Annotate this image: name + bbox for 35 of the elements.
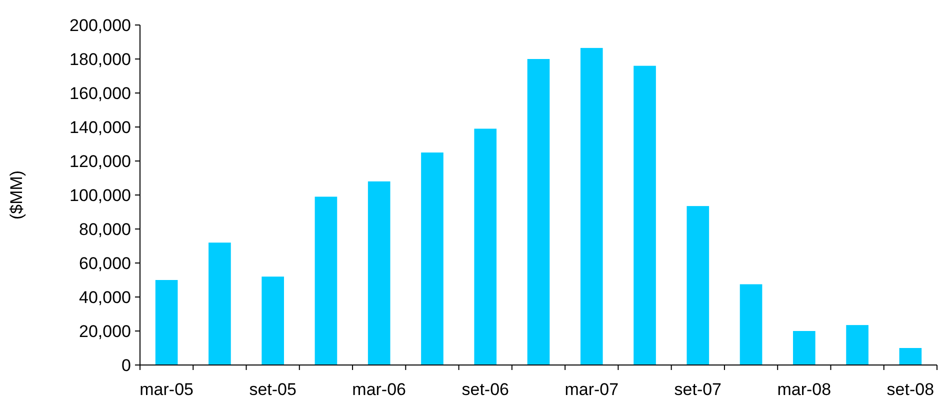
- y-tick-label: 200,000: [70, 16, 131, 35]
- bar: [740, 284, 762, 365]
- y-tick-label: 0: [122, 356, 131, 375]
- x-tick-label: mar-07: [564, 380, 619, 399]
- x-tick-label: set-07: [674, 380, 722, 399]
- y-tick-label: 120,000: [70, 152, 131, 171]
- y-tick-label: 100,000: [70, 186, 131, 205]
- bar: [314, 196, 338, 365]
- x-tick-label: mar-05: [140, 380, 194, 399]
- y-tick-label: 20,000: [79, 322, 131, 341]
- y-tick-label: 160,000: [70, 84, 131, 103]
- x-tick-label: set-06: [462, 380, 509, 399]
- bar: [846, 325, 868, 365]
- y-tick-label: 60,000: [79, 254, 131, 273]
- bar: [368, 181, 390, 365]
- x-tick-label: mar-08: [777, 380, 832, 399]
- x-tick-label: set-08: [886, 380, 934, 399]
- bar: [527, 59, 550, 365]
- x-tick-label: mar-06: [352, 380, 406, 399]
- y-tick-label: 180,000: [70, 50, 131, 69]
- bar: [208, 242, 231, 365]
- x-tick-label: set-05: [249, 380, 296, 399]
- bar: [155, 280, 178, 365]
- bar: [793, 331, 816, 365]
- bar: [580, 48, 603, 365]
- y-tick-label: 140,000: [70, 118, 131, 137]
- bar: [634, 66, 656, 365]
- bar: [686, 206, 710, 365]
- y-tick-label: 40,000: [79, 288, 131, 307]
- bar: [421, 152, 444, 365]
- bar: [899, 348, 922, 365]
- y-axis-title: ($MM): [7, 170, 26, 220]
- y-tick-label: 80,000: [79, 220, 131, 239]
- bar: [474, 128, 497, 365]
- bar: [262, 276, 284, 365]
